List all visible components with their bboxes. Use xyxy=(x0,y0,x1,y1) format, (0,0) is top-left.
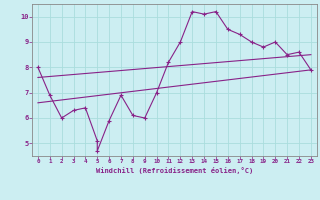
X-axis label: Windchill (Refroidissement éolien,°C): Windchill (Refroidissement éolien,°C) xyxy=(96,167,253,174)
